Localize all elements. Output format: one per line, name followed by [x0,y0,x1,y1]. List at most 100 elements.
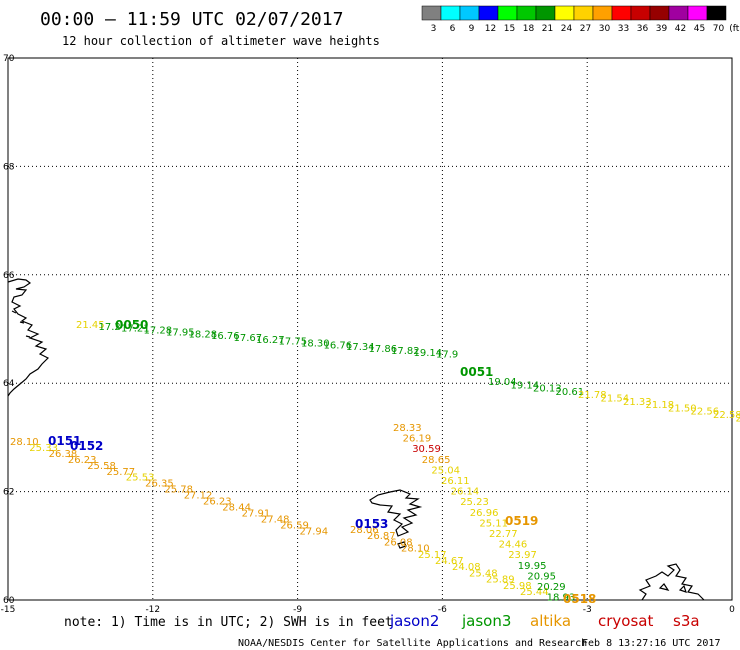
legend-label: 3 [431,24,437,34]
wave-height-value: 28.44 [222,502,251,513]
satellite-legend-entry: jason3 [461,612,511,630]
x-tick-label: -3 [583,605,592,615]
wave-height-value: 21.78 [578,390,607,401]
x-tick-label: -9 [293,605,302,615]
legend-swatch [573,5,594,21]
wave-height-value: 17.86 [369,344,398,355]
footnote: note: 1) Time is in UTC; 2) SWH is in fe… [64,615,393,630]
wave-height-value: 21.18 [646,400,675,411]
wave-height-value: 27.91 [242,508,271,519]
wave-height-value: 17.34 [346,342,375,353]
wave-height-value: 28.33 [393,423,422,434]
wave-height-value: 17.9 [436,350,458,361]
wave-height-value: 21.33 [623,397,652,408]
x-tick-label: -6 [438,605,447,615]
x-tick-label: -12 [145,605,160,615]
legend-label: 15 [504,24,515,34]
wave-height-value: 21.54 [601,394,630,405]
wave-height-value: 25.11 [479,518,508,529]
legend-swatch [706,5,727,21]
generated-timestamp: Feb 8 13:27:16 UTC 2017 [582,638,720,649]
x-tick-label: -15 [1,605,16,615]
legend-label: 27 [580,24,591,34]
wave-height-value: 16.76 [211,331,240,342]
wave-height-value: 23.16 [736,413,740,424]
wave-height-value: 24.46 [499,540,528,551]
wave-height-value: 28.10 [401,544,430,555]
pass-time-label: 0153 [355,517,388,531]
y-tick-label: 64 [3,379,15,389]
pass-time-label: 0518 [563,592,596,606]
wave-height-value: 26.38 [49,449,78,460]
coastline-greenland [7,278,50,397]
legend-label: 39 [656,24,668,34]
axis-ticks: -15 -12 -9 -6 -3 0 70 68 66 64 62 60 [1,54,735,615]
wave-height-value: 23.97 [508,550,537,561]
map-title: 00:00 – 11:59 UTC 02/07/2017 [40,9,343,30]
wave-height-value: 26.11 [441,476,470,487]
map-frame [7,57,733,601]
wave-height-value: 18.93 [547,593,576,604]
wave-height-value: 17.2 [99,322,121,333]
wave-height-value: 21.50 [668,403,697,414]
legend-swatch [497,5,518,21]
wave-height-value: 22.77 [489,529,518,540]
legend-label: 18 [523,24,535,34]
wave-height-value: 26.08 [384,537,413,548]
wave-height-value: 17.67 [234,333,263,344]
wave-height-value: 25.89 [486,575,515,586]
wave-height-value: 25.78 [164,485,193,496]
legend-unit: (ft) [729,24,740,34]
wave-height-value: 18.30 [301,339,330,350]
coastline-faroe-islands [369,489,423,549]
wave-height-value: 19.14 [511,380,540,391]
pass-time-label: 0051 [460,365,493,379]
x-tick-label: 0 [729,605,735,615]
y-tick-label: 60 [3,596,15,606]
wave-height-value: 20.29 [537,582,566,593]
y-tick-label: 66 [3,271,15,281]
wave-height-value: 16.76 [324,340,353,351]
wave-height-value: 27.48 [261,514,290,525]
wave-height-value: 18.28 [189,329,218,340]
wave-height-value: 25.23 [460,497,489,508]
wave-height-value: 28.65 [422,455,451,466]
wave-height-value: 25.77 [107,467,136,478]
wave-height-value: 25.17 [418,550,447,561]
legend-swatch [630,5,651,21]
satellite-legend-entry: jason2 [389,612,439,630]
satellite-legend-entry: s3a [673,612,700,630]
legend-swatch [459,5,480,21]
wave-height-value: 26.59 [280,520,309,531]
legend-swatch [554,5,575,21]
pass-time-label: 0151 [48,434,81,448]
map-subtitle: 12 hour collection of altimeter wave hei… [62,34,380,48]
wave-height-value: 28.10 [10,437,39,448]
pass-time-label: 0152 [70,439,103,453]
wave-height-value: 27.94 [300,526,329,537]
legend-label: 36 [637,24,649,34]
wave-height-value: 28.06 [350,525,379,536]
wave-height-value: 25.48 [469,568,498,579]
legend-swatch [440,5,461,21]
wave-height-value: 17.95 [166,327,195,338]
wave-height-value: 20.95 [527,571,556,582]
legend-swatch [516,5,537,21]
wave-height-value: 17.82 [391,346,420,357]
wave-height-value: 17.28 [144,326,173,337]
legend-label: 9 [469,24,475,34]
satellite-legend: jason2 jason3 altika cryosat s3a [389,612,700,630]
wave-height-value: 16.27 [256,335,285,346]
legend-label: 45 [694,24,705,34]
wave-height-value: 17.75 [279,337,308,348]
wave-height-value: 26.35 [145,479,174,490]
legend-label: 42 [675,24,686,34]
wave-height-value: 24.67 [435,556,464,567]
legend-label: 12 [485,24,496,34]
legend-swatch [668,5,689,21]
wave-height-value: 25.33 [29,443,58,454]
